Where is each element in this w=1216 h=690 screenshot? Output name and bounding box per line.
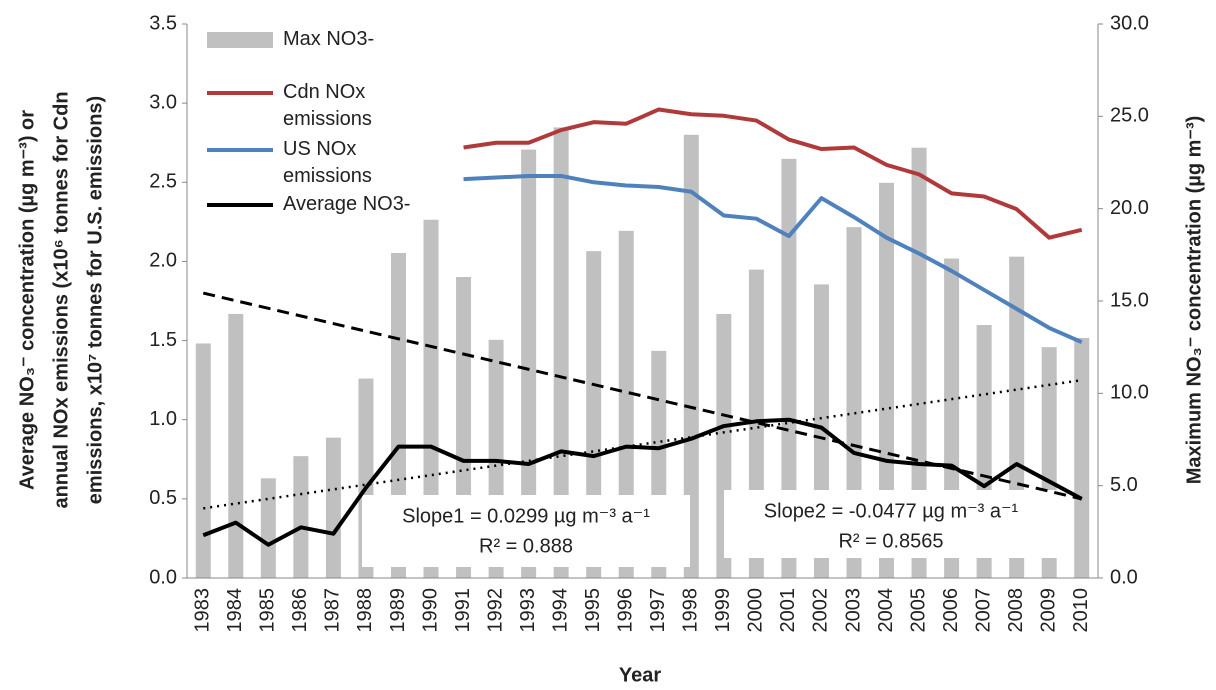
x-tick-label: 2010 (1070, 588, 1092, 633)
legend-swatch (207, 32, 273, 48)
legend-label: Cdn NOx emissions (283, 81, 372, 130)
x-tick-label: 2004 (875, 588, 897, 633)
x-tick-label: 1992 (484, 588, 506, 633)
y2-tick-label: 15.0 (1110, 289, 1149, 311)
annotation-r2: R² = 0.8565 (838, 530, 943, 552)
x-tick-label: 2003 (842, 588, 864, 633)
legend-label: Max NO3- (283, 28, 375, 50)
x-tick-label: 1985 (257, 588, 279, 633)
x-tick-label: 1987 (322, 588, 344, 633)
x-tick-label: 2008 (1005, 588, 1027, 633)
x-tick-label: 1996 (615, 588, 637, 633)
x-tick-label: 2009 (1037, 588, 1059, 633)
x-tick-label: 1995 (582, 588, 604, 633)
y-tick-label: 1.5 (149, 329, 177, 351)
y2-tick-label: 0.0 (1110, 566, 1138, 588)
x-tick-label: 1983 (192, 588, 214, 633)
bar (325, 437, 341, 578)
x-tick-label: 1988 (354, 588, 376, 633)
y-tick-label: 2.0 (149, 250, 177, 272)
x-tick-label: 1991 (452, 588, 474, 633)
x-tick-label: 2005 (907, 588, 929, 633)
x-tick-label: 1997 (647, 588, 669, 633)
annotation-box (724, 490, 1058, 558)
x-tick-label: 2000 (745, 588, 767, 633)
x-tick-label: 2007 (972, 588, 994, 633)
bar (1074, 337, 1090, 578)
bar (781, 158, 797, 578)
bar (293, 456, 309, 578)
y2-tick-label: 10.0 (1110, 382, 1149, 404)
y2-tick-label: 20.0 (1110, 197, 1149, 219)
x-tick-label: 1990 (419, 588, 441, 633)
bar (423, 219, 439, 578)
x-tick-label: 1993 (517, 588, 539, 633)
x-tick-label: 2006 (940, 588, 962, 633)
x-tick-label: 1994 (549, 588, 571, 633)
x-axis-title: Year (619, 664, 661, 686)
y2-tick-label: 5.0 (1110, 474, 1138, 496)
x-tick-label: 1999 (712, 588, 734, 633)
y-tick-label: 3.5 (149, 12, 177, 34)
y-tick-label: 2.5 (149, 171, 177, 193)
x-tick-label: 1989 (387, 588, 409, 633)
bar (228, 313, 244, 578)
y-tick-label: 0.0 (149, 566, 177, 588)
bar (618, 230, 634, 578)
y2-tick-label: 30.0 (1110, 12, 1149, 34)
bar (879, 182, 895, 578)
annotation-r2: R² = 0.888 (479, 535, 573, 557)
x-tick-label: 2001 (777, 588, 799, 633)
annotation-box (362, 495, 690, 567)
bar (683, 134, 699, 579)
x-tick-label: 1984 (224, 588, 246, 633)
y-axis-title: emissions, x10⁷ tonnes for U.S. emission… (84, 96, 106, 504)
bar (521, 149, 537, 578)
line (463, 107, 1083, 240)
bar (260, 478, 276, 578)
y-axis-title: Average NO₃⁻ concentration (µg m⁻³) or (16, 110, 38, 490)
annotation-text: Slope1 = 0.0299 µg m⁻³ a⁻¹ (402, 505, 650, 527)
trendline (203, 378, 1082, 510)
x-tick-label: 1986 (289, 588, 311, 633)
y2-axis-title: Maximum NO₃⁻ concentration (µg m⁻³) (1183, 116, 1205, 485)
y-axis-title: annual NOx emissions (x10⁶ tonnes for Cd… (50, 91, 72, 508)
y-tick-label: 3.0 (149, 91, 177, 113)
annotation-text: Slope2 = -0.0477 µg m⁻³ a⁻¹ (764, 500, 1019, 522)
line (202, 417, 1083, 547)
legend-label: US NOx emissions (283, 138, 372, 187)
y-tick-label: 0.5 (149, 487, 177, 509)
legend-label: Average NO3- (283, 193, 411, 215)
x-tick-label: 2002 (810, 588, 832, 633)
y2-tick-label: 25.0 (1110, 105, 1149, 127)
bar (553, 127, 569, 578)
bar (195, 343, 211, 578)
x-tick-label: 1998 (680, 588, 702, 633)
y-tick-label: 1.0 (149, 408, 177, 430)
line (463, 173, 1083, 344)
